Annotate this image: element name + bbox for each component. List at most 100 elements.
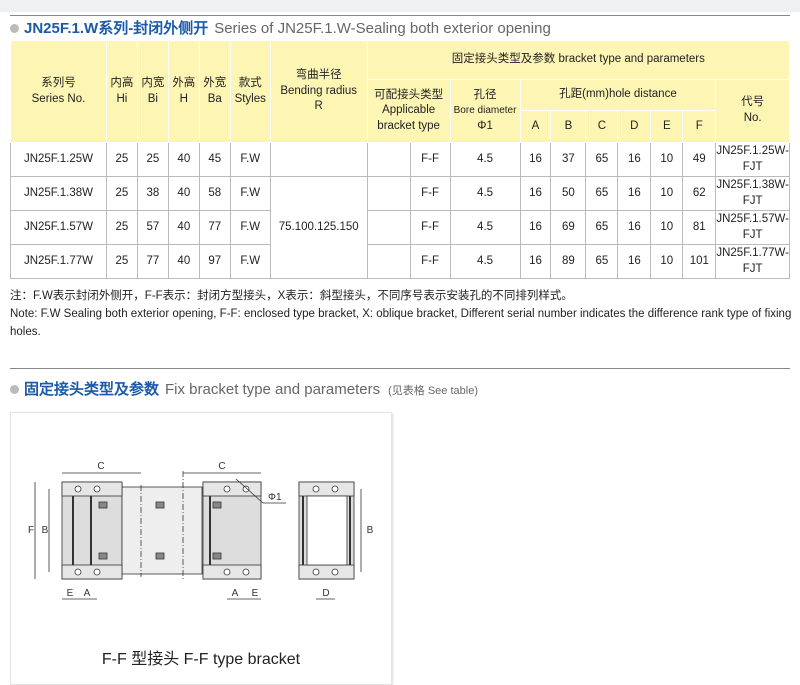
cell-h: 40: [167, 142, 200, 177]
cell-f: 101: [682, 244, 717, 279]
divider: [10, 368, 790, 369]
cell-type: F-F: [409, 176, 451, 211]
cell-d: 16: [617, 176, 652, 211]
cell-series: JN25F.1.38W: [10, 176, 107, 211]
note-cn: 注：F.W表示封闭外侧开，F-F表示：封闭方型接头，X表示：斜型接头，不同序号表…: [10, 290, 573, 302]
header-f: F: [682, 110, 717, 143]
label-a: A: [232, 588, 239, 599]
diagram-caption: F-F 型接头 F-F type bracket: [101, 651, 301, 668]
bullet-icon: [10, 24, 19, 33]
title-en: Fix bracket type and parameters: [165, 381, 381, 398]
cell-blank: [366, 244, 411, 279]
cell-style: F.W: [229, 142, 271, 177]
cell-bore: 4.5: [449, 244, 521, 279]
cell-series: JN25F.1.25W: [10, 142, 107, 177]
cell-a: 16: [519, 176, 552, 211]
cell-e: 10: [650, 176, 684, 211]
label-c: C: [218, 461, 225, 472]
cell-c: 65: [585, 176, 619, 211]
cell-no: JN25F.1.38W-FJT: [715, 176, 790, 211]
label-f: F: [28, 525, 34, 536]
bracket-drawing: C C F B B E A A E D Φ1: [28, 461, 374, 600]
cell-h: 40: [167, 244, 200, 279]
cell-bi: 38: [136, 176, 169, 211]
cell-ba: 77: [198, 210, 231, 245]
spec-table: 系列号 Series No. 内高 Hi 内宽 Bi 外高 H 外宽 Ba 款式 Style…: [10, 40, 791, 279]
cell-c: 65: [585, 244, 619, 279]
cell-no: JN25F.1.25W-FJT: [715, 142, 790, 177]
cell-h: 40: [167, 210, 200, 245]
cell-series: JN25F.1.57W: [10, 210, 107, 245]
header-h: 外高 H: [167, 40, 200, 143]
cell-a: 16: [519, 210, 552, 245]
header-b: B: [550, 110, 587, 143]
cell-style: F.W: [229, 244, 271, 279]
cell-ba: 97: [198, 244, 231, 279]
cell-b: 89: [550, 244, 587, 279]
cell-c: 65: [585, 142, 619, 177]
header-a: A: [519, 110, 552, 143]
label-e: E: [252, 588, 259, 599]
cell-radius: [269, 142, 368, 177]
note-en: Note: F.W Sealing both exterior opening,…: [10, 308, 792, 338]
header-bi: 内宽 Bi: [136, 40, 169, 143]
cell-e: 10: [650, 142, 684, 177]
header-ba: 外宽 Ba: [198, 40, 231, 143]
cell-blank: [366, 142, 411, 177]
cell-blank: [366, 210, 411, 245]
title-cn: JN25F.1.W系列-封闭外侧开: [24, 20, 209, 37]
cell-bore: 4.5: [449, 176, 521, 211]
header-series: 系列号 Series No.: [10, 40, 107, 143]
cell-type: F-F: [409, 244, 451, 279]
table-row: JN25F.1.77W 25 77 40 97 F.W F-F 4.5 16 89 65 16 10 10…: [10, 244, 790, 279]
header-hole: 孔距(mm)hole distance: [519, 79, 717, 111]
cell-e: 10: [650, 210, 684, 245]
cell-hi: 25: [105, 176, 138, 211]
cell-no: JN25F.1.77W-FJT: [715, 244, 790, 279]
cell-bore: 4.5: [449, 210, 521, 245]
header-applicable: 可配接头类型 Applicable bracket type: [366, 79, 451, 143]
bracket-diagram: C C F B B E A A E D Φ1 F-F 型接头 F-F type …: [10, 412, 392, 685]
header-bracket: 固定接头类型及参数 bracket type and parameters: [366, 40, 791, 80]
header-styles: 款式 Styles: [229, 40, 271, 143]
header-e: E: [650, 110, 684, 143]
cell-bore: 4.5: [449, 142, 521, 177]
header-radius: 弯曲半径 Bending radius R: [269, 40, 368, 143]
cell-c: 65: [585, 210, 619, 245]
cell-b: 50: [550, 176, 587, 211]
cell-hi: 25: [105, 142, 138, 177]
cell-hi: 25: [105, 210, 138, 245]
table-row: JN25F.1.57W 25 57 40 77 F.W F-F 4.5 16 69 65 16 10 81…: [10, 210, 790, 245]
cell-type: F-F: [409, 142, 451, 177]
cell-hi: 25: [105, 244, 138, 279]
cell-blank: [366, 176, 411, 211]
section-title: JN25F.1.W系列-封闭外侧开 Series of JN25F.1.W-Sea…: [10, 17, 551, 38]
header-bore: 孔径 Bore diameter Φ1: [449, 79, 521, 143]
table-row: JN25F.1.38W 25 38 40 58 F.W 75.100.125.150 F-F 4…: [10, 176, 790, 279]
cell-f: 81: [682, 210, 717, 245]
cell-f: 62: [682, 176, 717, 211]
label-b: B: [367, 525, 374, 536]
cell-e: 10: [650, 244, 684, 279]
cell-ba: 58: [198, 176, 231, 211]
cell-style: F.W: [229, 210, 271, 245]
table-row: JN25F.1.25W 25 25 40 45 F.W F-F 4.5 16 37 65 16 10 49…: [10, 142, 790, 177]
cell-radius: 75.100.125.150: [269, 176, 368, 279]
cell-bi: 57: [136, 210, 169, 245]
cell-h: 40: [167, 176, 200, 211]
label-e: E: [67, 588, 74, 599]
header-c: C: [585, 110, 619, 143]
label-b: B: [42, 525, 49, 536]
cell-a: 16: [519, 244, 552, 279]
cell-bi: 25: [136, 142, 169, 177]
cell-b: 37: [550, 142, 587, 177]
cell-d: 16: [617, 142, 652, 177]
divider: [10, 15, 790, 16]
header-d: D: [617, 110, 652, 143]
label-d: D: [322, 588, 329, 599]
cell-d: 16: [617, 210, 652, 245]
top-band: [0, 0, 800, 12]
label-a: A: [84, 588, 91, 599]
header-hi: 内高 Hi: [105, 40, 138, 143]
section-title-2: 固定接头类型及参数 Fix bracket type and parameters…: [10, 378, 478, 399]
